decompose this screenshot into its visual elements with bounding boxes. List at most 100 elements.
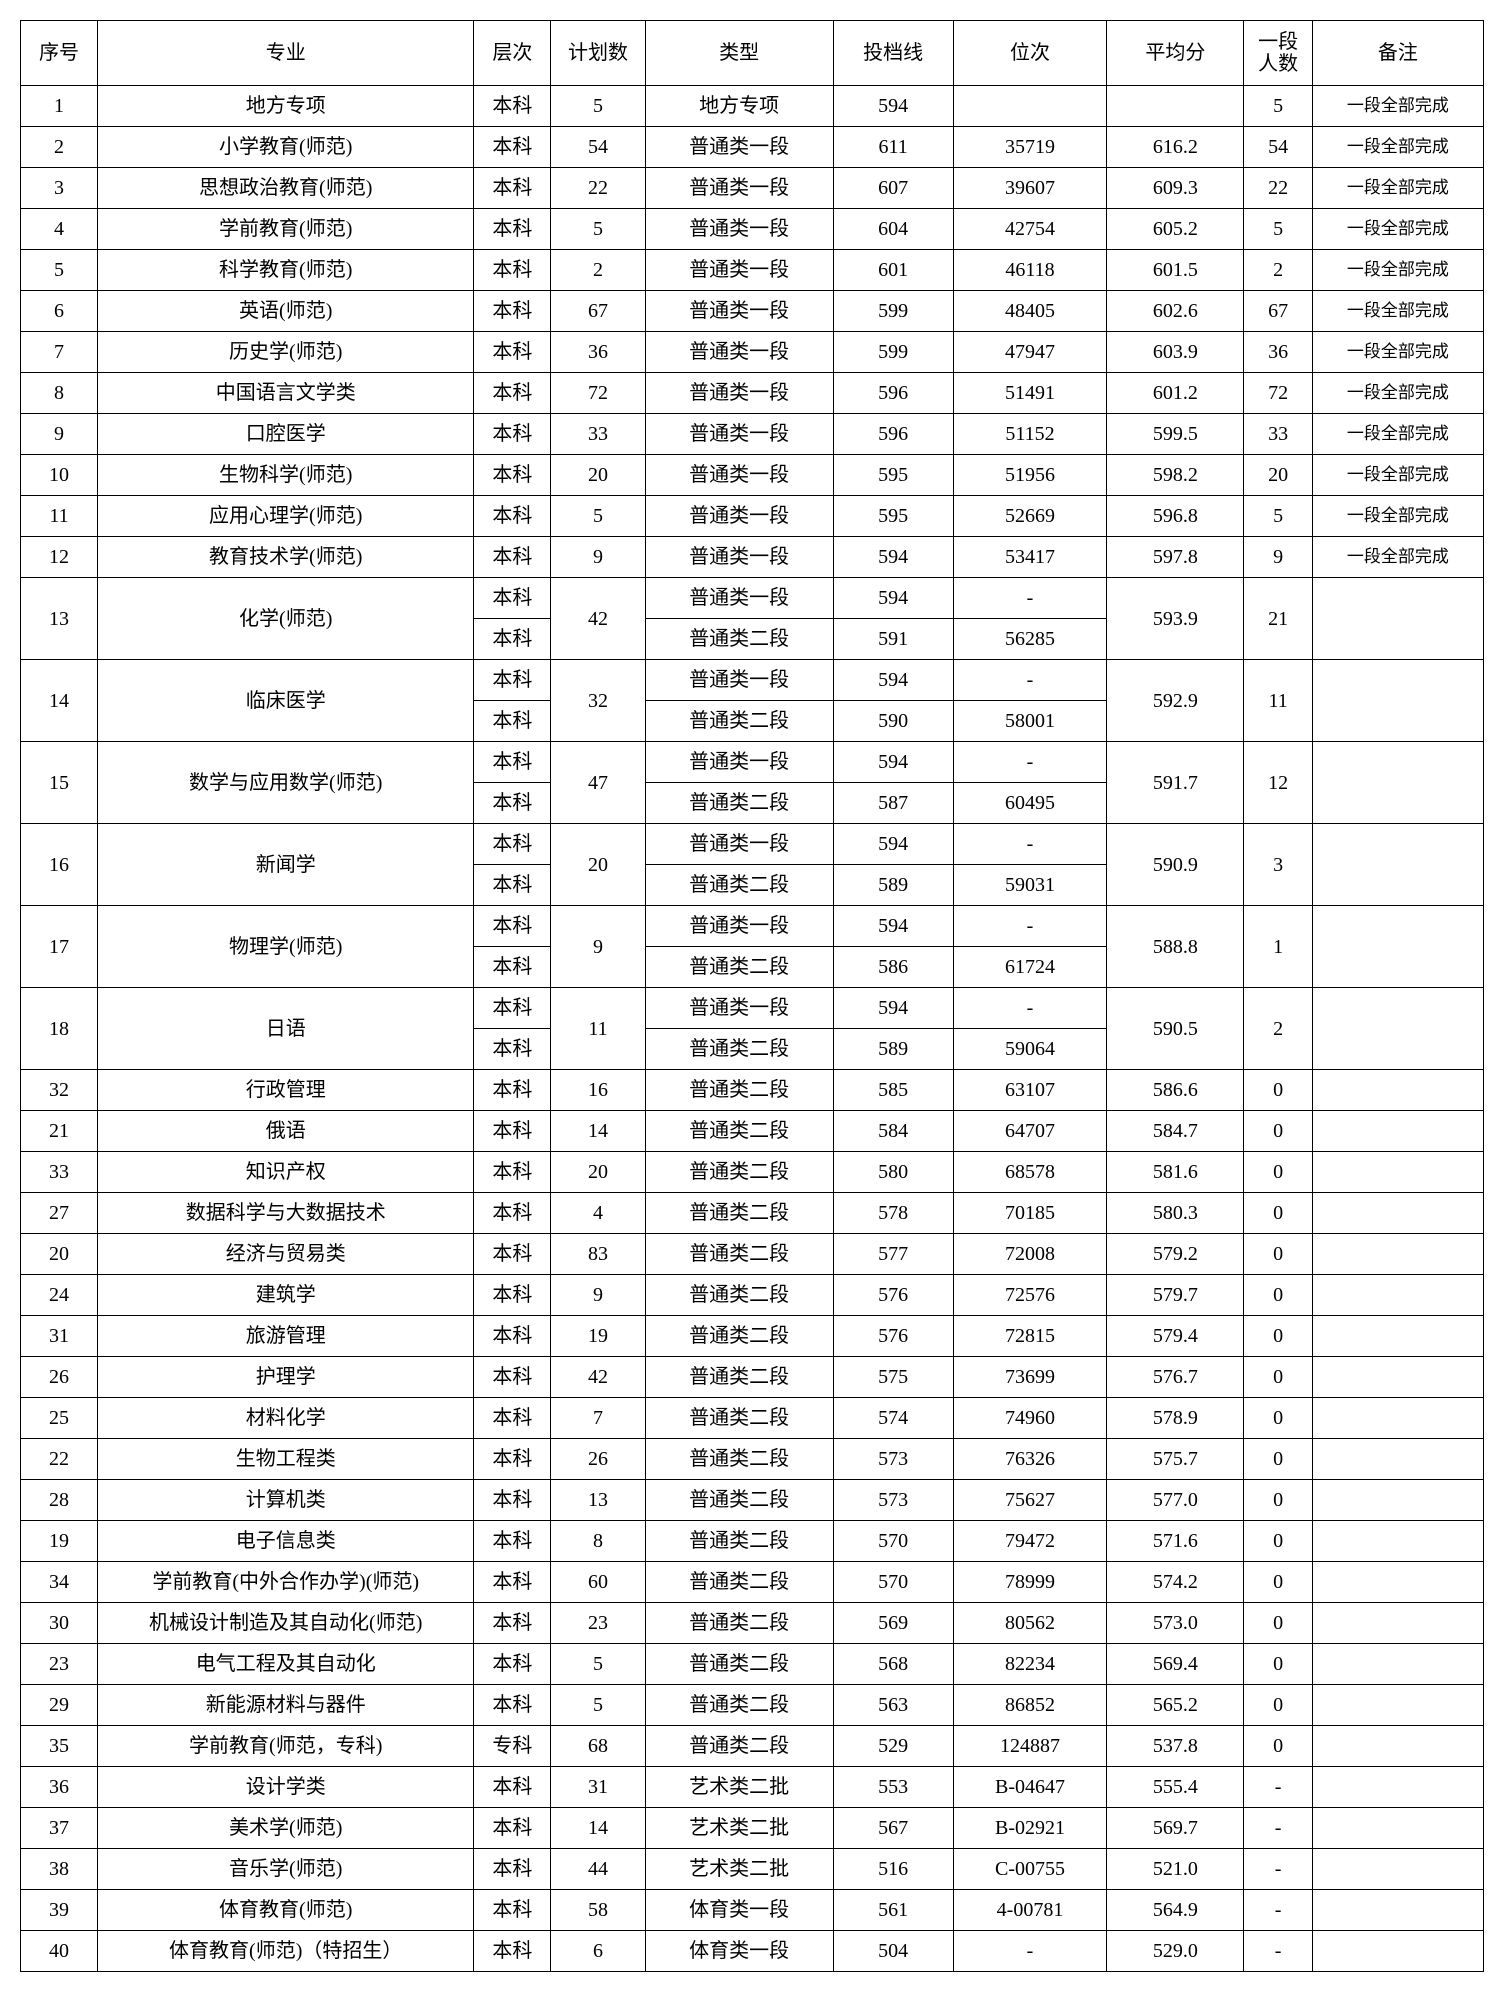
cell-avg: 601.2 xyxy=(1107,373,1244,414)
cell-plan: 9 xyxy=(551,1275,645,1316)
cell-seq: 5 xyxy=(21,250,98,291)
cell-seq: 7 xyxy=(21,332,98,373)
cell-avg: 581.6 xyxy=(1107,1152,1244,1193)
cell-level: 本科 xyxy=(474,1603,551,1644)
cell-avg: 579.2 xyxy=(1107,1234,1244,1275)
cell-avg: 569.4 xyxy=(1107,1644,1244,1685)
cell-rank: 56285 xyxy=(953,619,1107,660)
cell-type: 普通类一段 xyxy=(645,414,833,455)
cell-plan: 5 xyxy=(551,496,645,537)
cell-remark xyxy=(1312,1521,1483,1562)
cell-level: 本科 xyxy=(474,988,551,1029)
cell-level: 本科 xyxy=(474,168,551,209)
cell-rank: 51956 xyxy=(953,455,1107,496)
cell-level: 本科 xyxy=(474,1234,551,1275)
cell-cnt: 0 xyxy=(1244,1152,1312,1193)
cell-line: 516 xyxy=(833,1849,953,1890)
cell-remark xyxy=(1312,988,1483,1070)
cell-remark: 一段全部完成 xyxy=(1312,496,1483,537)
cell-rank: 51491 xyxy=(953,373,1107,414)
cell-remark: 一段全部完成 xyxy=(1312,86,1483,127)
cell-type: 普通类一段 xyxy=(645,824,833,865)
cell-cnt: - xyxy=(1244,1849,1312,1890)
table-row: 22生物工程类本科26普通类二段57376326575.70 xyxy=(21,1439,1484,1480)
cell-plan: 5 xyxy=(551,1644,645,1685)
cell-line: 553 xyxy=(833,1767,953,1808)
cell-rank: 39607 xyxy=(953,168,1107,209)
cell-major: 经济与贸易类 xyxy=(97,1234,473,1275)
table-row: 26护理学本科42普通类二段57573699576.70 xyxy=(21,1357,1484,1398)
cell-level: 本科 xyxy=(474,1808,551,1849)
cell-rank: 59031 xyxy=(953,865,1107,906)
cell-seq: 26 xyxy=(21,1357,98,1398)
cell-remark: 一段全部完成 xyxy=(1312,537,1483,578)
cell-rank: B-02921 xyxy=(953,1808,1107,1849)
cell-line: 576 xyxy=(833,1316,953,1357)
cell-rank: 47947 xyxy=(953,332,1107,373)
cell-rank xyxy=(953,86,1107,127)
cell-type: 普通类二段 xyxy=(645,947,833,988)
table-row: 18日语本科11普通类一段594-590.52 xyxy=(21,988,1484,1029)
cell-cnt: 5 xyxy=(1244,209,1312,250)
cell-level: 本科 xyxy=(474,619,551,660)
cell-avg: 571.6 xyxy=(1107,1521,1244,1562)
cell-remark xyxy=(1312,1316,1483,1357)
cell-level: 本科 xyxy=(474,414,551,455)
cell-plan: 42 xyxy=(551,1357,645,1398)
cell-plan: 9 xyxy=(551,906,645,988)
table-row: 1地方专项本科5地方专项5945一段全部完成 xyxy=(21,86,1484,127)
cell-type: 体育类一段 xyxy=(645,1931,833,1972)
cell-plan: 54 xyxy=(551,127,645,168)
cell-cnt: 5 xyxy=(1244,86,1312,127)
cell-level: 本科 xyxy=(474,1070,551,1111)
cell-seq: 31 xyxy=(21,1316,98,1357)
cell-line: 569 xyxy=(833,1603,953,1644)
cell-seq: 1 xyxy=(21,86,98,127)
cell-line: 586 xyxy=(833,947,953,988)
cell-plan: 16 xyxy=(551,1070,645,1111)
cell-major: 体育教育(师范)（特招生） xyxy=(97,1931,473,1972)
cell-remark xyxy=(1312,578,1483,660)
cell-type: 普通类二段 xyxy=(645,1480,833,1521)
cell-avg: 590.5 xyxy=(1107,988,1244,1070)
cell-avg: 579.4 xyxy=(1107,1316,1244,1357)
cell-rank: 82234 xyxy=(953,1644,1107,1685)
cell-plan: 5 xyxy=(551,1685,645,1726)
cell-remark: 一段全部完成 xyxy=(1312,209,1483,250)
cell-level: 本科 xyxy=(474,578,551,619)
cell-remark: 一段全部完成 xyxy=(1312,373,1483,414)
cell-rank: 79472 xyxy=(953,1521,1107,1562)
cell-line: 584 xyxy=(833,1111,953,1152)
cell-type: 普通类二段 xyxy=(645,1029,833,1070)
cell-avg: 577.0 xyxy=(1107,1480,1244,1521)
cell-plan: 20 xyxy=(551,824,645,906)
cell-seq: 8 xyxy=(21,373,98,414)
cell-seq: 17 xyxy=(21,906,98,988)
cell-major: 科学教育(师范) xyxy=(97,250,473,291)
table-body: 1地方专项本科5地方专项5945一段全部完成2小学教育(师范)本科54普通类一段… xyxy=(21,86,1484,1972)
cell-seq: 32 xyxy=(21,1070,98,1111)
cell-avg: 537.8 xyxy=(1107,1726,1244,1767)
cell-line: 604 xyxy=(833,209,953,250)
table-row: 9口腔医学本科33普通类一段59651152599.533一段全部完成 xyxy=(21,414,1484,455)
cell-avg xyxy=(1107,86,1244,127)
cell-plan: 2 xyxy=(551,250,645,291)
cell-major: 学前教育(师范，专科) xyxy=(97,1726,473,1767)
cell-avg: 574.2 xyxy=(1107,1562,1244,1603)
cell-line: 611 xyxy=(833,127,953,168)
cell-rank: 80562 xyxy=(953,1603,1107,1644)
cell-major: 旅游管理 xyxy=(97,1316,473,1357)
cell-plan: 14 xyxy=(551,1111,645,1152)
cell-rank: 46118 xyxy=(953,250,1107,291)
cell-rank: 73699 xyxy=(953,1357,1107,1398)
cell-type: 艺术类二批 xyxy=(645,1849,833,1890)
cell-type: 普通类二段 xyxy=(645,1193,833,1234)
cell-plan: 26 xyxy=(551,1439,645,1480)
cell-rank: 70185 xyxy=(953,1193,1107,1234)
cell-line: 573 xyxy=(833,1439,953,1480)
cell-avg: 592.9 xyxy=(1107,660,1244,742)
cell-rank: - xyxy=(953,906,1107,947)
th-cnt-l1: 一段 xyxy=(1258,31,1298,53)
cell-avg: 598.2 xyxy=(1107,455,1244,496)
cell-major: 中国语言文学类 xyxy=(97,373,473,414)
